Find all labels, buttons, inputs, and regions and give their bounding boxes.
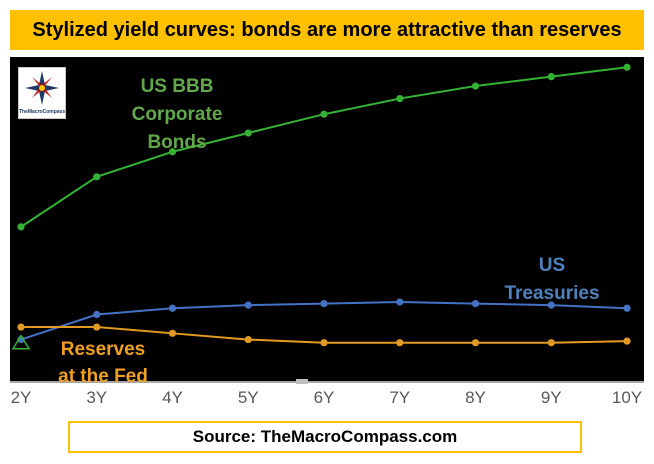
source-box: Source: TheMacroCompass.com: [68, 421, 582, 453]
us-bbb-corporate-bonds-point-10y: [623, 63, 631, 71]
reserves-at-the-fed-point-2y: [17, 323, 25, 331]
reserves-at-the-fed-label: Reserves at the Fed: [58, 339, 148, 387]
us-bbb-corporate-bonds-point-2y: [17, 223, 25, 231]
reserves-at-the-fed-point-4y: [168, 329, 177, 337]
us-treasuries-label-line-2: Treasuries: [504, 283, 599, 304]
us-treasuries-line: [20, 301, 628, 341]
us-bbb-corporate-bonds-point-7y: [396, 94, 404, 103]
us-bbb-corporate-bonds-point-6y: [320, 110, 328, 118]
x-tick-label-4y: 4Y: [162, 388, 183, 407]
us-bbb-corporate-bonds-point-9y: [547, 73, 555, 81]
us-treasuries-point-8y: [471, 299, 480, 308]
reserves-at-the-fed-point-8y: [471, 339, 480, 347]
reserves-at-the-fed-point-6y: [320, 339, 328, 347]
reserves-at-the-fed-label-line-1: Reserves: [61, 339, 146, 360]
title-banner: Stylized yield curves: bonds are more at…: [10, 10, 644, 50]
compass-star-icon: [25, 71, 59, 105]
us-treasuries-point-9y: [547, 301, 555, 309]
reserves-at-the-fed-point-5y: [244, 335, 252, 344]
us-treasuries-label: US Treasuries: [504, 255, 599, 304]
us-treasuries-point-10y: [623, 304, 631, 312]
x-tick-label-10y: 10Y: [612, 388, 642, 407]
us-treasuries-point-3y: [93, 310, 101, 319]
x-tick-label-3y: 3Y: [86, 388, 107, 407]
reserves-at-the-fed-point-10y: [623, 337, 631, 345]
us-bbb-corporate-bonds-point-8y: [471, 82, 480, 90]
triangle-marker: [11, 334, 31, 350]
reserves-at-the-fed-point-3y: [93, 323, 101, 331]
us-treasuries-point-7y: [396, 298, 404, 306]
reserves-at-the-fed-point-9y: [547, 339, 555, 347]
x-axis-strip: [10, 382, 644, 410]
compass-logo: TheMacroCompass: [18, 67, 66, 119]
scroll-handle: [296, 379, 308, 384]
us-bbb-corporate-bonds-label: US BBB Corporate Bonds: [132, 76, 223, 153]
x-tick-label-6y: 6Y: [314, 388, 335, 407]
reserves-at-the-fed-point-7y: [396, 339, 404, 347]
us-treasuries-point-6y: [320, 299, 328, 308]
us-bbb-corporate-bonds-line: [20, 66, 628, 228]
us-bbb-corporate-bonds-point-5y: [244, 129, 252, 137]
x-tick-label-5y: 5Y: [238, 388, 259, 407]
logo-text: TheMacroCompass: [19, 109, 66, 115]
us-bbb-corporate-bonds-point-4y: [168, 148, 177, 156]
x-tick-label-7y: 7Y: [389, 388, 410, 407]
source-text: Source: TheMacroCompass.com: [192, 427, 458, 446]
x-tick-label-9y: 9Y: [541, 388, 562, 407]
us-bbb-corporate-bonds-point-3y: [93, 173, 101, 181]
x-tick-label-8y: 8Y: [465, 388, 486, 407]
reserves-at-the-fed-label-line-2: at the Fed: [58, 366, 148, 387]
chart-title: Stylized yield curves: bonds are more at…: [32, 18, 622, 41]
us-bbb-corporate-bonds-label-line-2: Corporate: [132, 104, 223, 125]
us-bbb-corporate-bonds-label-line-1: US BBB: [141, 76, 214, 97]
us-treasuries-point-5y: [244, 301, 252, 309]
x-tick-label-2y: 2Y: [11, 388, 32, 407]
us-treasuries-label-line-1: US: [539, 255, 565, 276]
us-treasuries-point-4y: [168, 304, 177, 312]
us-bbb-corporate-bonds-label-line-3: Bonds: [147, 132, 206, 153]
